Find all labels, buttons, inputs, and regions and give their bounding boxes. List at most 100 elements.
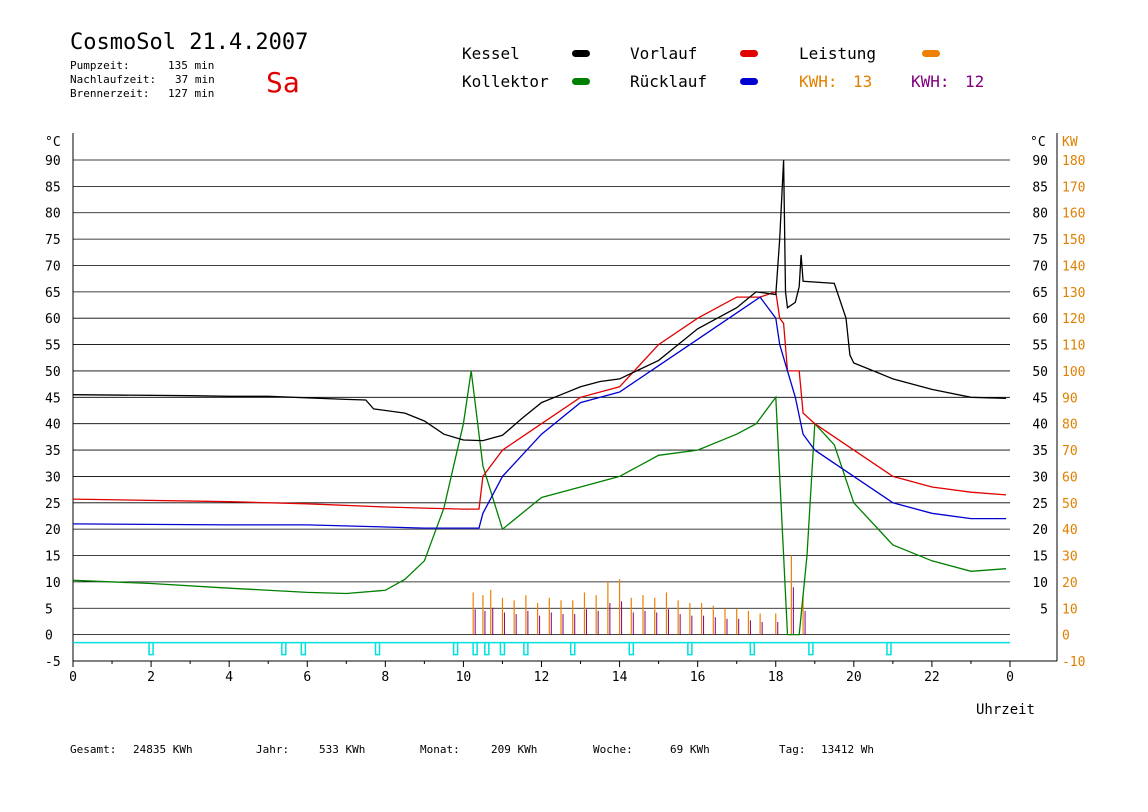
x-tick-label: 10 (456, 670, 472, 685)
y-tick-label: 35 (45, 444, 61, 459)
x-tick-label: 18 (768, 670, 784, 685)
info-nachlaufzeit-label: Nachlaufzeit: (70, 73, 157, 86)
x-tick-label: 22 (924, 670, 940, 685)
y-tick-label: 75 (45, 233, 61, 248)
y-right-tick-label: 35 (1032, 444, 1048, 459)
y2-tick-label: 60 (1062, 470, 1078, 485)
y2-tick-label: 160 (1062, 207, 1085, 222)
footer-monat-label: Monat: (420, 743, 460, 756)
legend-kollektor-swatch (572, 78, 590, 85)
y-tick-label: 85 (45, 180, 61, 195)
y2-tick-label: 140 (1062, 259, 1085, 274)
y-right-tick-label: 65 (1032, 286, 1048, 301)
pump-pulse (300, 641, 307, 656)
pump-pulse (569, 641, 576, 656)
y2-tick-label: 0 (1062, 629, 1070, 644)
y-tick-label: 90 (45, 154, 61, 169)
x-tick-label: 16 (690, 670, 706, 685)
series-line-vorlauf (72, 290, 1007, 510)
y-right-tick-label: 55 (1032, 339, 1048, 354)
legend-kwh1-value: 13 (853, 72, 873, 91)
y2-tick-label: 130 (1062, 286, 1085, 301)
y-right-tick-label: 40 (1032, 418, 1048, 433)
y-right-tick-label: 10 (1032, 576, 1048, 591)
pump-pulse (749, 641, 756, 656)
y-right-tick-label: 75 (1032, 233, 1048, 248)
y-tick-label: 60 (45, 312, 61, 327)
y-tick-label: 20 (45, 523, 61, 538)
x-tick-label: 0 (69, 670, 77, 685)
footer-jahr-label: Jahr: (256, 743, 290, 756)
y-tick-label: 0 (45, 629, 53, 644)
y2-tick-label: 70 (1062, 444, 1078, 459)
y2-tick-label: 180 (1062, 154, 1085, 169)
x-tick-label: 12 (534, 670, 550, 685)
info-pumpzeit-value: 135 min (168, 59, 215, 72)
pump-pulse (484, 641, 490, 656)
y2-tick-label: 90 (1062, 391, 1078, 406)
y-tick-label: 5 (45, 602, 53, 617)
y-axis-label: °C (45, 135, 61, 150)
pump-pulse (687, 641, 693, 656)
y-tick-label: 65 (45, 286, 61, 301)
y-tick-label: 70 (45, 259, 61, 274)
y-right-tick-label: 90 (1032, 154, 1048, 169)
legend-kessel-swatch (572, 50, 590, 57)
y-right-tick-label: 25 (1032, 497, 1048, 512)
y-right-tick-label: 60 (1032, 312, 1048, 327)
legend-leistung-swatch (922, 50, 940, 57)
legend-kollektor-label: Kollektor (462, 72, 549, 91)
info-nachlaufzeit-value: 37 min (175, 73, 215, 86)
pump-pulse (808, 641, 814, 656)
pump-pulse (452, 641, 459, 656)
y-tick-label: 30 (45, 470, 61, 485)
x-tick-label: 6 (303, 670, 311, 685)
y-right-tick-label: 5 (1040, 602, 1048, 617)
y-tick-label: 50 (45, 365, 61, 380)
pump-pulse (374, 641, 381, 656)
series-line-ruecklauf (72, 296, 1007, 529)
y2-tick-label: 120 (1062, 312, 1085, 327)
y2-tick-label: 110 (1062, 339, 1085, 354)
footer-woche-label: Woche: (593, 743, 633, 756)
info-pumpzeit-label: Pumpzeit: (70, 59, 130, 72)
series-line-kollektor (72, 370, 1007, 636)
footer-woche-value: 69 KWh (670, 743, 710, 756)
page-title: CosmoSol 21.4.2007 (70, 30, 309, 55)
y-right-axis-label: °C (1030, 135, 1046, 150)
x-tick-label: 4 (225, 670, 233, 685)
y2-axis-label: KW (1062, 135, 1078, 150)
y-right-tick-label: 45 (1032, 391, 1048, 406)
footer-monat-value: 209 KWh (491, 743, 538, 756)
pump-pulse (628, 641, 635, 656)
legend-ruecklauf-swatch (740, 78, 758, 85)
legend-vorlauf-swatch (740, 50, 758, 57)
y2-tick-label: -10 (1062, 655, 1085, 670)
pump-pulse (148, 641, 154, 656)
y2-tick-label: 170 (1062, 180, 1085, 195)
pump-pulse (523, 641, 529, 656)
legend-vorlauf-label: Vorlauf (630, 44, 698, 63)
y2-tick-label: 150 (1062, 233, 1085, 248)
weekday-label: Sa (266, 66, 300, 99)
legend-kwh1-label: KWH: (799, 72, 838, 91)
y-tick-label: 25 (45, 497, 61, 512)
footer-gesamt-value: 24835 KWh (133, 743, 193, 756)
pump-pulse (281, 641, 287, 656)
y-tick-label: 80 (45, 207, 61, 222)
info-brennerzeit-value: 127 min (168, 87, 215, 100)
legend-kessel-label: Kessel (462, 44, 520, 63)
series-line-kessel (72, 159, 1007, 442)
x-tick-label: 0 (1006, 670, 1014, 685)
footer-tag-value: 13412 Wh (821, 743, 874, 756)
info-brennerzeit-label: Brennerzeit: (70, 87, 150, 100)
y-right-tick-label: 70 (1032, 259, 1048, 274)
y-tick-label: 10 (45, 576, 61, 591)
legend-kwh2-value: 12 (965, 72, 985, 91)
pump-pulse (499, 641, 506, 656)
y-right-tick-label: 50 (1032, 365, 1048, 380)
x-tick-label: 2 (147, 670, 155, 685)
y2-tick-label: 50 (1062, 497, 1078, 512)
x-axis-label: Uhrzeit (976, 702, 1035, 718)
y-tick-label: 55 (45, 339, 61, 354)
